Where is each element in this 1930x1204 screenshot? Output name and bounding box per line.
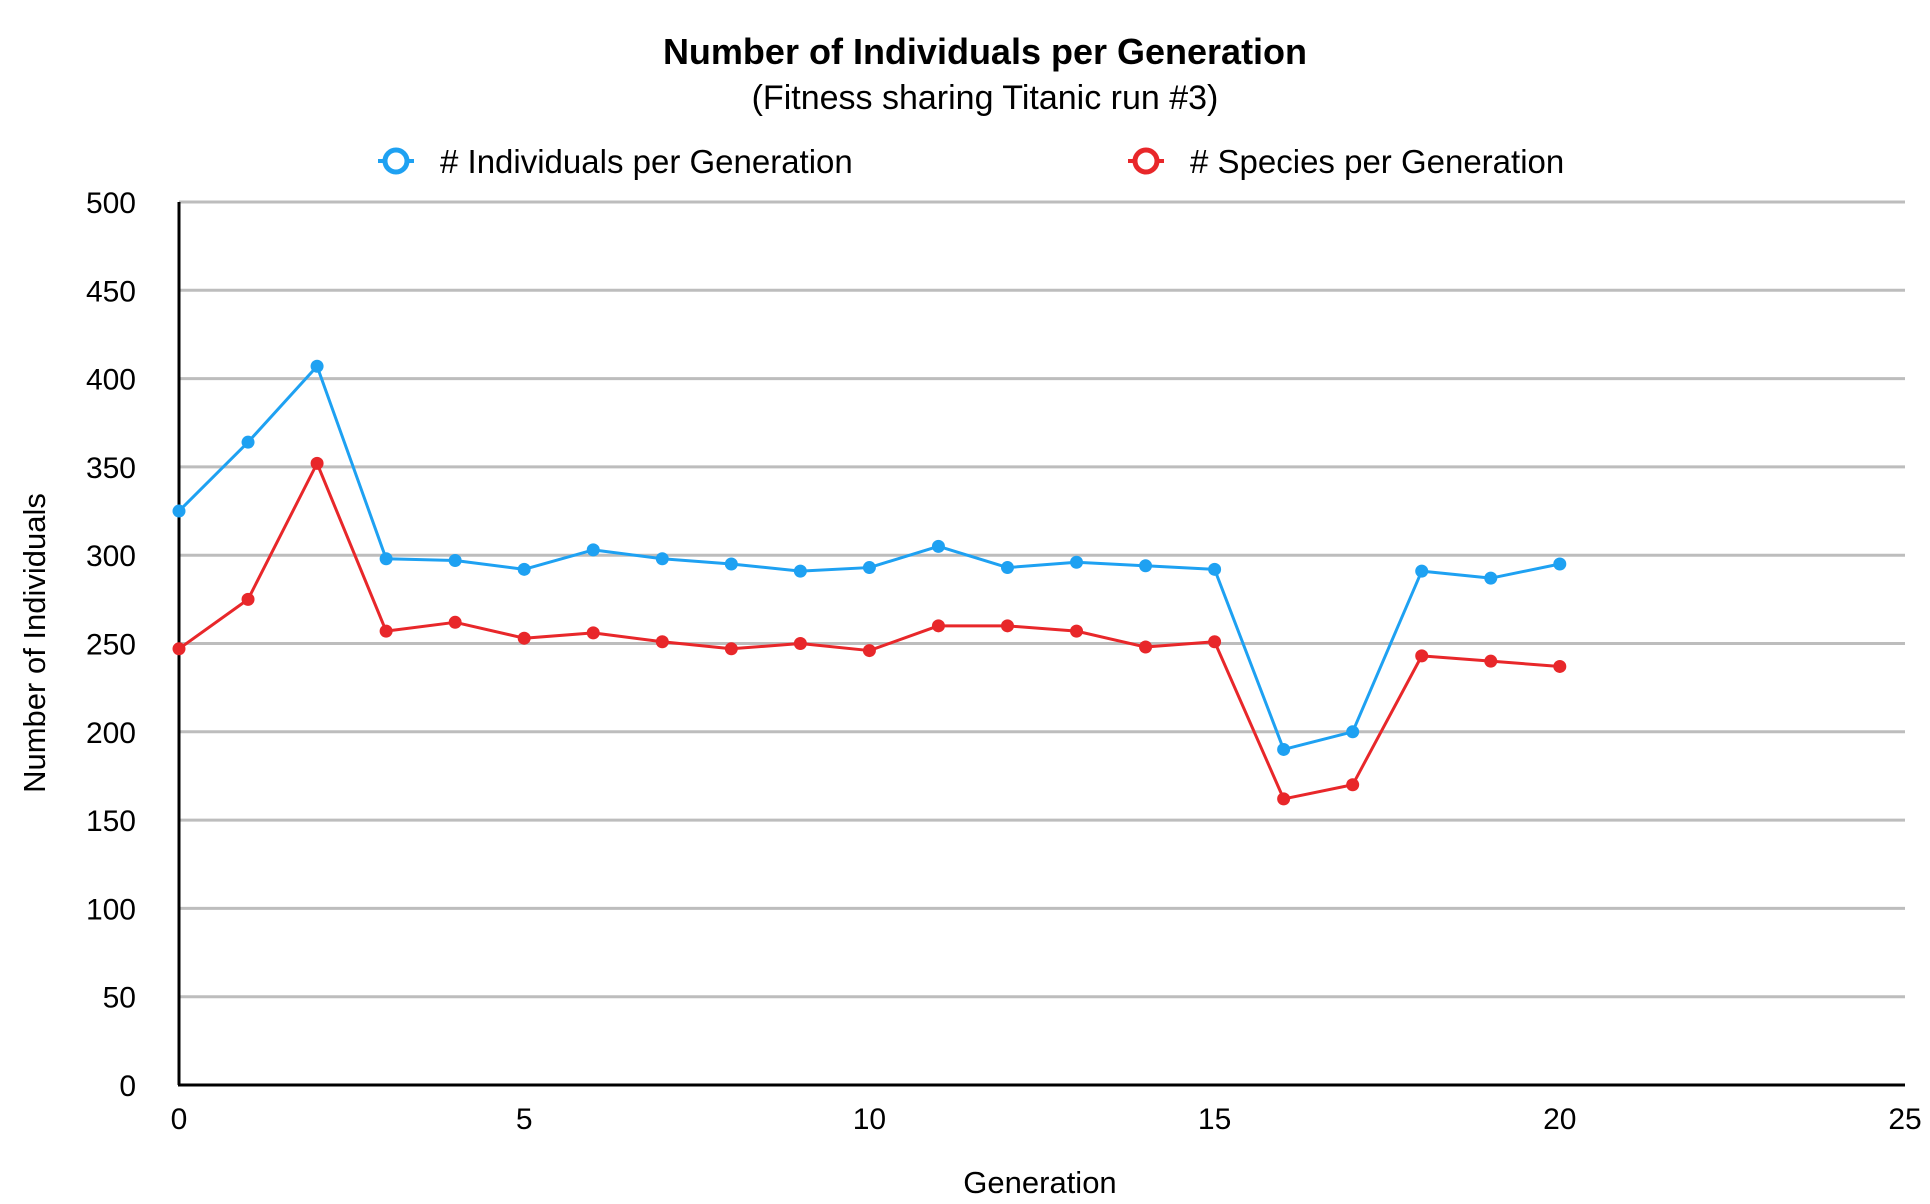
data-point-individuals-14: [1139, 559, 1153, 573]
data-point-individuals-7: [655, 552, 669, 566]
data-point-species-12: [1000, 619, 1014, 633]
data-point-species-18: [1415, 649, 1429, 663]
legend-marker-species: [1132, 147, 1160, 175]
data-point-individuals-15: [1208, 562, 1222, 576]
data-point-species-20: [1553, 659, 1567, 673]
y-tick-label-100: 100: [86, 893, 136, 926]
legend-label-species: # Species per Generation: [1190, 143, 1564, 180]
y-axis-label: Number of Individuals: [17, 493, 52, 793]
data-point-species-1: [241, 592, 255, 606]
data-point-individuals-9: [793, 564, 807, 578]
x-axis-label: Generation: [963, 1165, 1116, 1200]
legend-item-species: # Species per Generation: [1128, 143, 1564, 180]
y-tick-label-0: 0: [119, 1070, 136, 1103]
data-point-species-14: [1139, 640, 1153, 654]
x-tick-label-0: 0: [171, 1103, 188, 1136]
y-tick-label-300: 300: [86, 540, 136, 573]
data-point-individuals-0: [172, 504, 186, 518]
data-point-species-11: [931, 619, 945, 633]
data-point-individuals-10: [862, 561, 876, 575]
data-point-individuals-11: [931, 539, 945, 553]
series-individuals: [172, 359, 1567, 756]
chart-title: Number of Individuals per Generation: [663, 31, 1307, 72]
legend-label-individuals: # Individuals per Generation: [440, 143, 853, 180]
x-tick-label-25: 25: [1888, 1103, 1921, 1136]
data-point-individuals-2: [310, 359, 324, 373]
data-point-individuals-6: [586, 543, 600, 557]
x-tick-label-20: 20: [1543, 1103, 1576, 1136]
y-tick-label-500: 500: [86, 187, 136, 220]
series: [172, 359, 1567, 806]
data-point-individuals-5: [517, 562, 531, 576]
chart-subtitle: (Fitness sharing Titanic run #3): [752, 79, 1219, 117]
y-axis-ticks: 0 50 100 150 200 250 300 350 400 450 500: [86, 187, 136, 1103]
data-point-species-19: [1484, 654, 1498, 668]
data-point-species-7: [655, 635, 669, 649]
y-tick-label-450: 450: [86, 275, 136, 308]
data-point-individuals-12: [1000, 561, 1014, 575]
data-point-species-4: [448, 615, 462, 629]
data-point-species-8: [724, 642, 738, 656]
data-point-species-17: [1346, 778, 1360, 792]
x-tick-label-15: 15: [1198, 1103, 1231, 1136]
data-point-species-0: [172, 642, 186, 656]
data-point-individuals-17: [1346, 725, 1360, 739]
data-point-individuals-18: [1415, 564, 1429, 578]
gridlines: [179, 200, 1905, 999]
data-point-individuals-4: [448, 553, 462, 567]
data-point-species-2: [310, 456, 324, 470]
data-point-species-3: [379, 624, 393, 638]
x-tick-label-5: 5: [516, 1103, 533, 1136]
data-point-species-5: [517, 631, 531, 645]
data-point-species-13: [1070, 624, 1084, 638]
data-point-individuals-20: [1553, 557, 1567, 571]
data-point-individuals-8: [724, 557, 738, 571]
data-point-species-6: [586, 626, 600, 640]
data-point-species-9: [793, 637, 807, 650]
y-tick-label-400: 400: [86, 364, 136, 397]
legend: # Individuals per Generation # Species p…: [378, 143, 1564, 180]
x-axis-ticks: 0 5 10 15 20 25: [171, 1103, 1922, 1136]
data-point-individuals-16: [1277, 742, 1291, 756]
legend-marker-individuals: [382, 147, 410, 175]
y-tick-label-150: 150: [86, 805, 136, 838]
y-tick-label-350: 350: [86, 452, 136, 485]
y-tick-label-50: 50: [103, 982, 136, 1015]
legend-item-individuals: # Individuals per Generation: [378, 143, 853, 180]
y-tick-label-200: 200: [86, 717, 136, 750]
data-point-species-16: [1277, 792, 1291, 806]
data-point-individuals-3: [379, 552, 393, 566]
series-species: [172, 456, 1567, 806]
data-point-individuals-1: [241, 435, 255, 449]
data-point-species-15: [1208, 635, 1222, 649]
data-point-individuals-13: [1070, 555, 1084, 569]
y-tick-label-250: 250: [86, 629, 136, 662]
data-point-individuals-19: [1484, 571, 1498, 585]
data-point-species-10: [862, 644, 876, 658]
x-tick-label-10: 10: [853, 1103, 886, 1136]
